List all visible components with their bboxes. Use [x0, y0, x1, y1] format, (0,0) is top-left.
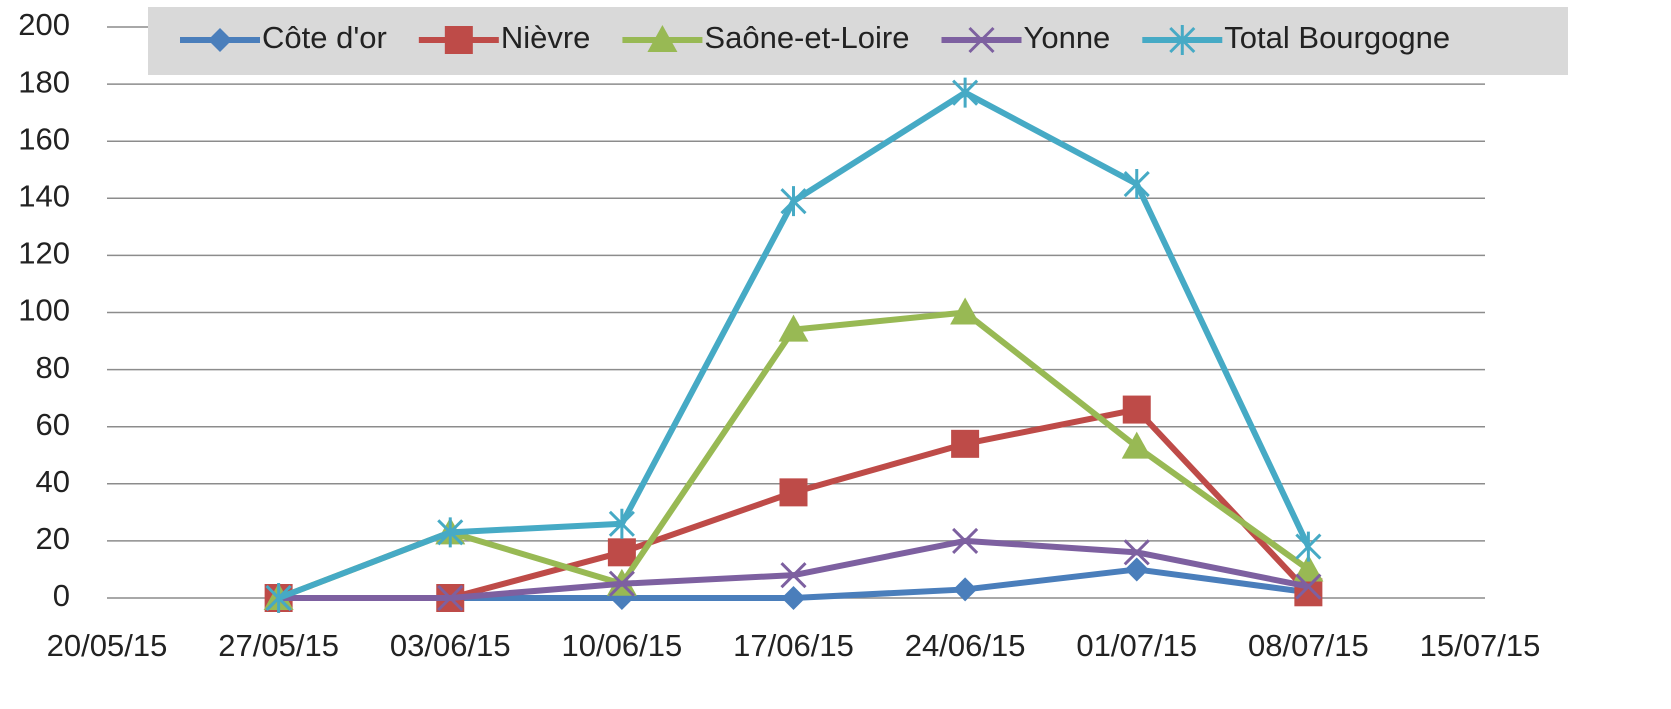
- marker: [1122, 395, 1151, 424]
- marker: [952, 527, 979, 554]
- marker: [953, 577, 978, 602]
- legend-label: Yonne: [1024, 20, 1111, 55]
- legend-label: Total Bourgogne: [1224, 20, 1450, 55]
- y-tick-label: 80: [36, 350, 70, 385]
- marker: [1121, 431, 1152, 459]
- y-tick-label: 120: [18, 236, 70, 271]
- y-tick-label: 100: [18, 293, 70, 328]
- marker: [950, 297, 981, 325]
- y-tick-label: 200: [18, 7, 70, 42]
- x-tick-label: 24/06/15: [905, 628, 1026, 663]
- x-tick-label: 20/05/15: [47, 628, 168, 663]
- legend-box: [148, 7, 1568, 75]
- marker: [781, 586, 806, 610]
- series-line: [277, 89, 1312, 601]
- y-tick-label: 140: [18, 178, 70, 213]
- legend: Côte d'or Nièvre Saône-et-Loire Yonne Total …: [148, 7, 1568, 75]
- marker: [1295, 573, 1322, 600]
- marker: [951, 429, 980, 458]
- legend-label: Saône-et-Loire: [704, 20, 909, 55]
- marker: [208, 28, 232, 52]
- legend-label: Nièvre: [501, 20, 591, 55]
- marker: [778, 314, 809, 342]
- marker: [1124, 557, 1149, 582]
- marker: [780, 562, 807, 589]
- x-tick-label: 03/06/15: [390, 628, 511, 663]
- marker: [1295, 531, 1322, 562]
- x-tick-label: 17/06/15: [733, 628, 854, 663]
- marker: [1169, 25, 1196, 55]
- x-tick-label: 01/07/15: [1076, 628, 1197, 663]
- marker: [265, 583, 292, 613]
- marker: [607, 538, 636, 567]
- x-tick-label: 08/07/15: [1248, 628, 1369, 663]
- marker: [780, 186, 807, 217]
- x-tick-label: 10/06/15: [562, 628, 683, 663]
- marker: [1123, 169, 1150, 200]
- y-tick-label: 180: [18, 64, 70, 99]
- y-tick-label: 0: [53, 578, 70, 613]
- marker: [968, 26, 995, 54]
- x-tick-label: 15/07/15: [1420, 628, 1541, 663]
- marker: [608, 508, 635, 539]
- marker: [647, 25, 678, 52]
- marker: [437, 584, 464, 612]
- marker: [779, 478, 808, 507]
- marker: [952, 77, 979, 108]
- marker: [1123, 539, 1150, 566]
- y-tick-label: 160: [18, 121, 70, 156]
- x-tick-label: 27/05/15: [218, 628, 339, 663]
- marker: [437, 517, 464, 548]
- y-tick-label: 40: [36, 464, 70, 499]
- marker: [444, 26, 473, 54]
- marker: [1293, 554, 1324, 582]
- y-tick-label: 60: [36, 407, 70, 442]
- marker: [608, 570, 635, 597]
- legend-label: Côte d'or: [262, 20, 387, 55]
- y-tick-label: 20: [36, 521, 70, 556]
